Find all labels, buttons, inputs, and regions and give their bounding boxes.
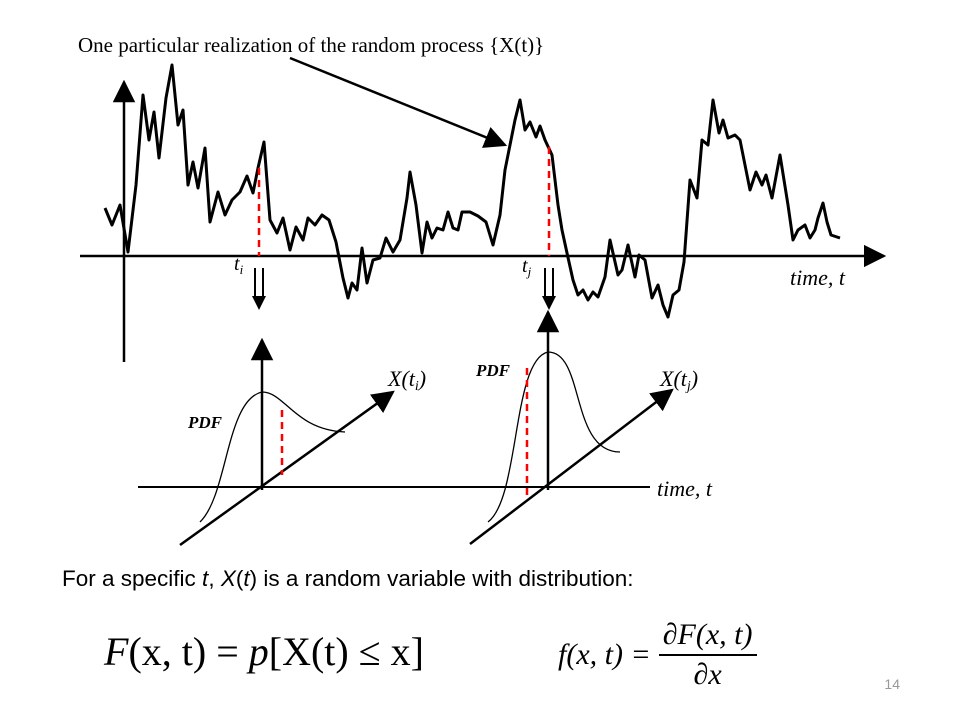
- caption: For a specific t, X(t) is a random varia…: [62, 566, 634, 591]
- realization-trace: [103, 63, 841, 319]
- time-axis-label-top: time, t: [790, 265, 846, 290]
- pdf-label-left: PDF: [187, 413, 223, 432]
- pdf-label-right: PDF: [475, 361, 511, 380]
- pdf-ti-curve: [199, 391, 346, 523]
- pdf-fraction: ∂F(x, t) ∂x: [658, 616, 757, 694]
- time-axis-label-bottom: time, t: [657, 476, 713, 501]
- page-number: 14: [884, 676, 900, 692]
- tick-label-tj: tj: [522, 255, 532, 279]
- realization-label: One particular realization of the random…: [78, 33, 544, 57]
- tick-label-ti: ti: [234, 253, 244, 277]
- cdf-equation: F(x, t) = p[X(t) ≤ x]: [104, 629, 424, 674]
- pdf-tj-value-axis: [469, 388, 674, 545]
- pdf-ti-value-axis: [179, 390, 395, 547]
- axis-label-xtj: X(tj): [659, 366, 698, 394]
- tj-down-arrow: [542, 268, 556, 310]
- ti-down-arrow: [252, 268, 266, 310]
- axis-label-xti: X(ti): [387, 366, 426, 394]
- label-pointer-arrow: [289, 56, 508, 148]
- pdf-equation: f(x, t) = ∂F(x, t) ∂x: [558, 616, 757, 694]
- pdf-tj-curve: [487, 351, 621, 523]
